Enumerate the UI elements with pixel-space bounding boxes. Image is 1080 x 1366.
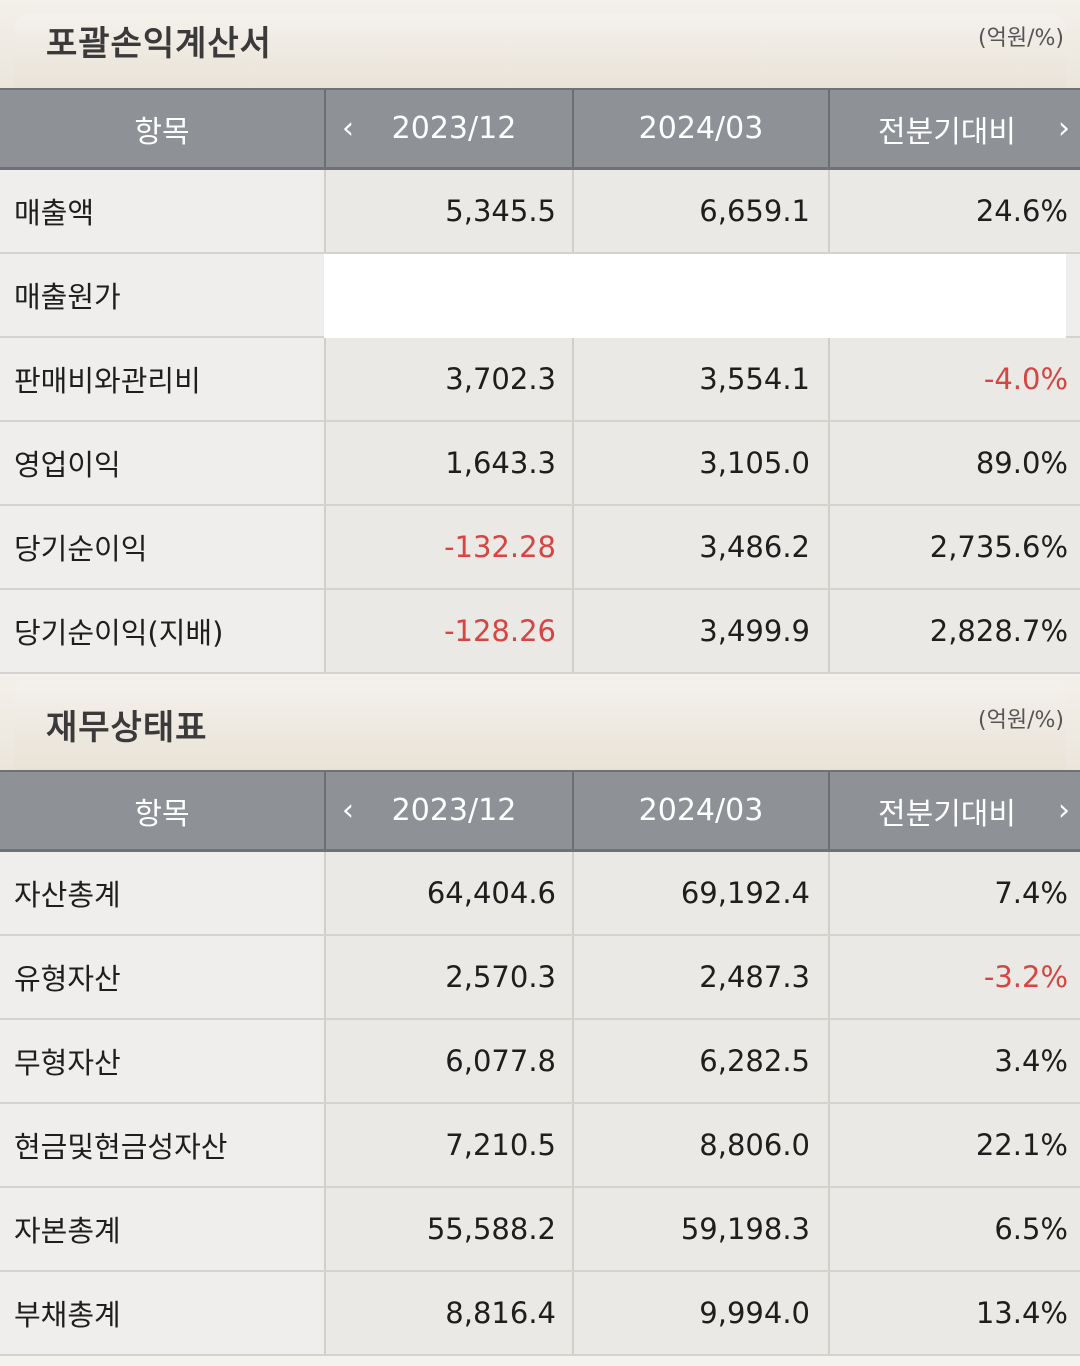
row-label: 매출원가 xyxy=(0,254,324,336)
table-row: 매출액 5,345.5 6,659.1 24.6% xyxy=(0,170,1080,254)
table-row: 영업이익 1,643.3 3,105.0 89.0% xyxy=(0,422,1080,506)
table-row: 무형자산 6,077.8 6,282.5 3.4% xyxy=(0,1020,1080,1104)
value-2023-12: -132.28 xyxy=(324,506,572,588)
income-column-header: 항목 ‹ 2023/12 2024/03 전분기대비 › xyxy=(0,88,1080,170)
chevron-right-icon[interactable]: › xyxy=(1058,110,1070,146)
value-2023-12: 7,210.5 xyxy=(324,1104,572,1186)
table-row: 당기순이익(지배) -128.26 3,499.9 2,828.7% xyxy=(0,590,1080,674)
header-period-1[interactable]: ‹ 2023/12 xyxy=(324,90,572,167)
row-label: 자산총계 xyxy=(0,852,324,934)
header-period-1-label: 2023/12 xyxy=(391,111,517,146)
balance-section-header: 재무상태표 (억원/%) xyxy=(0,676,1080,770)
chevron-left-icon[interactable]: ‹ xyxy=(342,792,354,828)
balance-column-header: 항목 ‹ 2023/12 2024/03 전분기대비 › xyxy=(0,770,1080,852)
value-change: 13.4% xyxy=(828,1272,1080,1354)
header-change-label: 전분기대비 xyxy=(878,114,1016,150)
income-section-title: 포괄손익계산서 xyxy=(46,24,272,64)
table-row: 유형자산 2,570.3 2,487.3 -3.2% xyxy=(0,936,1080,1020)
table-row: 당기순이익 -132.28 3,486.2 2,735.6% xyxy=(0,506,1080,590)
value-2024-03: 69,192.4 xyxy=(572,852,828,934)
value-2024-03: 9,994.0 xyxy=(572,1272,828,1354)
table-row: 판매비와관리비 3,702.3 3,554.1 -4.0% xyxy=(0,338,1080,422)
header-change-label: 전분기대비 xyxy=(878,796,1016,832)
table-row: 부채총계 8,816.4 9,994.0 13.4% xyxy=(0,1272,1080,1356)
table-row: 자본총계 55,588.2 59,198.3 6.5% xyxy=(0,1188,1080,1272)
row-label: 부채총계 xyxy=(0,1272,324,1354)
row-label: 판매비와관리비 xyxy=(0,338,324,420)
value-2024-03: 8,806.0 xyxy=(572,1104,828,1186)
header-item: 항목 xyxy=(134,114,190,150)
income-section-card xyxy=(14,14,1066,88)
value-2024-03: 6,659.1 xyxy=(572,170,828,252)
value-change: 2,828.7% xyxy=(828,590,1080,672)
row-label: 무형자산 xyxy=(0,1020,324,1102)
value-2024-03: 2,487.3 xyxy=(572,936,828,1018)
value-2023-12: 3,702.3 xyxy=(324,338,572,420)
header-period-2: 2024/03 xyxy=(572,772,828,849)
value-2024-03: 3,499.9 xyxy=(572,590,828,672)
balance-section-title: 재무상태표 xyxy=(46,708,208,748)
value-2023-12: 64,404.6 xyxy=(324,852,572,934)
value-change: 24.6% xyxy=(828,170,1080,252)
balance-unit-label: (억원/%) xyxy=(978,708,1064,733)
value-2023-12: 55,588.2 xyxy=(324,1188,572,1270)
row-label: 당기순이익(지배) xyxy=(0,590,324,672)
value-2024-03: 3,554.1 xyxy=(572,338,828,420)
chevron-left-icon[interactable]: ‹ xyxy=(342,110,354,146)
header-period-1[interactable]: ‹ 2023/12 xyxy=(324,772,572,849)
row-label: 현금및현금성자산 xyxy=(0,1104,324,1186)
header-period-1-label: 2023/12 xyxy=(391,793,517,828)
value-2023-12: 6,077.8 xyxy=(324,1020,572,1102)
row-label: 매출액 xyxy=(0,170,324,252)
chevron-right-icon[interactable]: › xyxy=(1058,792,1070,828)
header-change[interactable]: 전분기대비 › xyxy=(828,772,1080,849)
value-change: 2,735.6% xyxy=(828,506,1080,588)
value-2023-12: 5,345.5 xyxy=(324,170,572,252)
value-2024-03: 59,198.3 xyxy=(572,1188,828,1270)
value-change: 6.5% xyxy=(828,1188,1080,1270)
row-label: 자본총계 xyxy=(0,1188,324,1270)
row-label: 유형자산 xyxy=(0,936,324,1018)
value-change: 89.0% xyxy=(828,422,1080,504)
value-2024-03: 3,105.0 xyxy=(572,422,828,504)
value-change: 22.1% xyxy=(828,1104,1080,1186)
income-section-header: 포괄손익계산서 (억원/%) xyxy=(0,0,1080,88)
table-row: 현금및현금성자산 7,210.5 8,806.0 22.1% xyxy=(0,1104,1080,1188)
balance-section-card xyxy=(14,680,1066,770)
header-item: 항목 xyxy=(134,796,190,832)
value-2023-12: -128.26 xyxy=(324,590,572,672)
income-unit-label: (억원/%) xyxy=(978,26,1064,51)
value-change: 7.4% xyxy=(828,852,1080,934)
value-2023-12: 2,570.3 xyxy=(324,936,572,1018)
value-2024-03: 3,486.2 xyxy=(572,506,828,588)
value-change: -3.2% xyxy=(828,936,1080,1018)
row-label: 영업이익 xyxy=(0,422,324,504)
empty-values xyxy=(324,254,1066,340)
value-2024-03: 6,282.5 xyxy=(572,1020,828,1102)
header-period-2: 2024/03 xyxy=(572,90,828,167)
value-2023-12: 1,643.3 xyxy=(324,422,572,504)
table-row: 자산총계 64,404.6 69,192.4 7.4% xyxy=(0,852,1080,936)
value-2023-12: 8,816.4 xyxy=(324,1272,572,1354)
value-change: 3.4% xyxy=(828,1020,1080,1102)
row-label: 당기순이익 xyxy=(0,506,324,588)
header-change[interactable]: 전분기대비 › xyxy=(828,90,1080,167)
value-change: -4.0% xyxy=(828,338,1080,420)
table-row: 매출원가 xyxy=(0,254,1080,340)
